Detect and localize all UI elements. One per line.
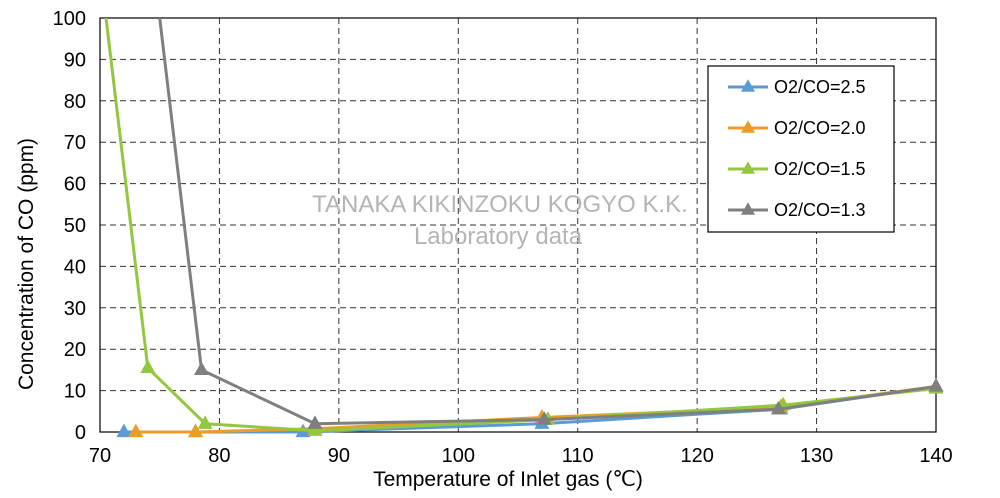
legend-item-4-label: O2/CO=1.3 [774,200,866,220]
plot-area-frame [99,17,937,433]
series-1-point-1 [116,423,132,438]
legend-item-3-label: O2/CO=1.5 [774,159,866,179]
legend-item-2: O2/CO=2.0 [728,118,866,138]
x-tick-label-120: 120 [680,445,713,467]
x-tick-label-130: 130 [800,445,833,467]
legend-item-1: O2/CO=2.5 [728,77,866,97]
legend-item-4: O2/CO=1.3 [728,200,866,220]
series-4-point-3 [307,415,323,429]
legend-item-3-marker [741,161,755,174]
axis-ticks: 0 10 20 30 40 50 60 70 80 90 100 70 80 90 100 110 120 130… [53,8,953,467]
y-tick-label-10: 10 [64,381,86,403]
x-tick-label-140: 140 [919,445,952,467]
x-tick-label-110: 110 [562,445,594,467]
y-tick-label-70: 70 [64,132,86,154]
series-4-point-6 [928,378,944,392]
x-tick-label-90: 90 [328,445,350,467]
y-tick-label-40: 40 [64,256,86,278]
watermark-line-1: TANAKA KIKINZOKU KOGYO K.K. [312,191,688,218]
x-axis-title: Temperature of Inlet gas (℃) [373,468,643,491]
data-series [104,18,944,438]
y-tick-label-20: 20 [64,339,86,361]
y-tick-label-50: 50 [64,215,86,237]
grid [100,18,936,432]
series-4-line [158,18,936,426]
x-tick-label-100: 100 [442,445,475,467]
legend-item-3: O2/CO=1.5 [728,159,866,179]
legend-item-1-marker [741,79,755,92]
series-2-point-2 [188,423,204,438]
y-tick-label-80: 80 [64,91,86,113]
legend-item-4-marker [741,202,755,215]
watermark: TANAKA KIKINZOKU KOGYO K.K. Laboratory d… [312,191,688,250]
x-tick-label-70: 70 [89,445,111,467]
watermark-line-2: Laboratory data [414,223,583,250]
series-4-point-5 [770,400,786,415]
legend: O2/CO=2.5 O2/CO=2.0 O2/CO=1.5 O2/CO=1.3 [707,65,895,233]
legend-item-2-marker [741,120,755,133]
series-4-point-2 [194,361,210,376]
series-3-point-2 [140,359,156,373]
y-axis-title: Concentration of CO (ppm) [15,138,38,390]
series-3-point-4 [307,422,323,436]
series-4-point-4 [536,411,552,425]
series-2-point-1 [128,423,144,438]
y-tick-label-100: 100 [53,8,86,30]
series-3-point-3 [197,415,213,429]
y-tick-label-90: 90 [64,49,86,71]
legend-box [707,65,895,233]
y-tick-label-0: 0 [75,422,86,444]
y-tick-label-60: 60 [64,174,86,196]
series-4 [158,18,944,429]
legend-item-2-label: O2/CO=2.0 [774,118,866,138]
x-tick-label-80: 80 [208,445,230,467]
y-tick-label-30: 30 [64,298,86,320]
legend-item-1-label: O2/CO=2.5 [774,77,866,97]
